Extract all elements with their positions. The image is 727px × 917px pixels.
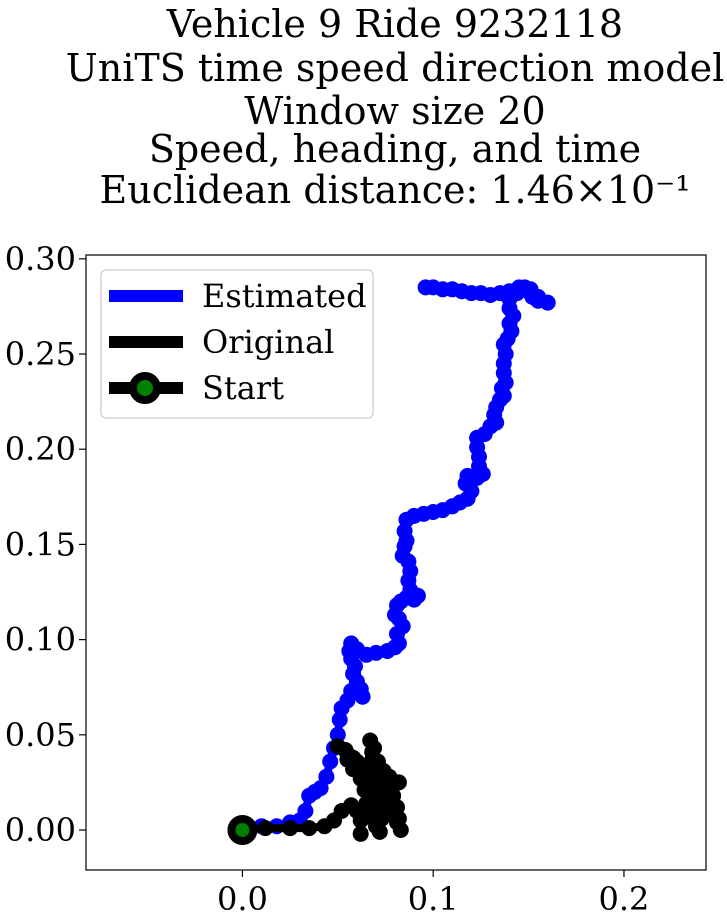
title-line-1: Vehicle 9 Ride 9232118 (166, 2, 623, 46)
y-tick-label-3: 0.15 (5, 525, 76, 563)
legend-box (100, 269, 374, 419)
title-line-3: Window size 20 (244, 89, 545, 133)
start-marker (227, 815, 258, 846)
legend: Estimated Original Start (100, 269, 374, 419)
series-original-point-10 (352, 825, 369, 842)
series-original-point-2 (282, 820, 299, 837)
legend-original-label: Original (202, 323, 334, 361)
y-tick-label-6: 0.30 (5, 240, 76, 278)
series-original-point-3 (301, 820, 318, 837)
y-tick-label-5: 0.25 (5, 335, 76, 373)
x-axis: 0.0 0.1 0.2 (217, 870, 649, 917)
title-line-4: Speed, heading, and time (149, 127, 641, 171)
y-tick-label-2: 0.10 (5, 621, 76, 659)
series-estimated (234, 279, 556, 838)
y-tick-label-0: 0.00 (5, 811, 76, 849)
x-tick-label-1: 0.1 (408, 880, 459, 917)
y-axis: 0.00 0.05 0.10 0.15 0.20 0.25 0.30 (5, 240, 86, 849)
series-original-point-76 (362, 803, 379, 819)
plot-area (85, 254, 707, 871)
legend-start-label: Start (202, 369, 284, 407)
series-estimated-point-104 (417, 279, 434, 296)
chart-title: Vehicle 9 Ride 9232118 UniTS time speed … (66, 2, 725, 212)
x-tick-label-2: 0.2 (599, 880, 650, 917)
series-original-point-1 (257, 820, 274, 837)
series-estimated-point-5 (297, 803, 314, 819)
legend-start-marker (129, 372, 161, 404)
series-estimated-point-10 (322, 753, 339, 770)
legend-estimated-label: Estimated (202, 277, 367, 315)
title-line-5: Euclidean distance: 1.46×10⁻¹ (100, 168, 691, 212)
plot-frame (85, 254, 707, 871)
series-estimated-point-9 (318, 768, 335, 785)
y-tick-label-1: 0.05 (5, 716, 76, 754)
title-line-2: UniTS time speed direction model (66, 46, 725, 90)
series-original (234, 732, 409, 842)
y-tick-label-4: 0.20 (5, 430, 76, 468)
series-layer (227, 279, 556, 846)
x-tick-label-0: 0.0 (217, 880, 268, 917)
series-estimated-point-12 (329, 726, 346, 743)
